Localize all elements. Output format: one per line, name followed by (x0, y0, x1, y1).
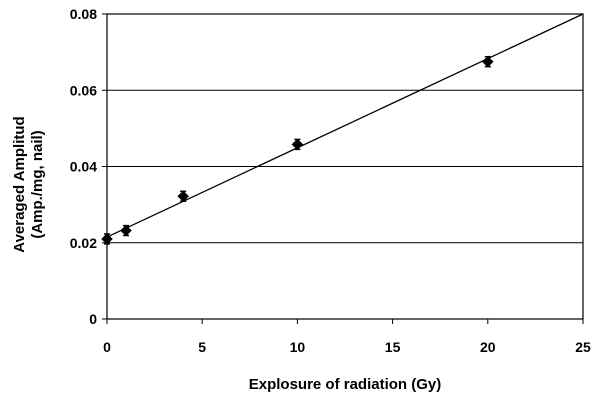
data-point-2 (177, 190, 190, 203)
x-axis-ticks: 0 5 10 15 20 25 (103, 319, 591, 355)
y-axis-title-line2: (Amp./mg, nail) (29, 130, 46, 238)
y-tick-label-2: 0.04 (70, 159, 97, 175)
x-tick-label-4: 20 (480, 339, 496, 355)
data-point-marker-3 (291, 138, 304, 151)
x-tick-label-3: 15 (385, 339, 401, 355)
y-axis-ticks: 0 0.02 0.04 0.06 0.08 (70, 6, 107, 327)
data-point-1 (120, 224, 132, 237)
y-axis-title-line1: Averaged Amplitud (11, 116, 28, 252)
x-axis-title: Explosure of radiation (Gy) (249, 376, 442, 393)
y-tick-label-3: 0.06 (70, 82, 97, 98)
data-point-marker-0 (101, 233, 113, 245)
data-point-marker-2 (177, 190, 190, 203)
trendline (106, 13, 584, 238)
gridlines (107, 89, 583, 244)
y-tick-label-0: 0 (89, 311, 97, 327)
data-points (101, 55, 494, 245)
y-tick-label-1: 0.02 (70, 235, 97, 251)
y-tick-label-4: 0.08 (70, 6, 97, 22)
x-tick-label-1: 5 (198, 339, 206, 355)
data-point-0 (101, 233, 113, 245)
x-tick-label-5: 25 (575, 339, 591, 355)
data-point-4 (481, 55, 494, 68)
data-point-marker-1 (120, 224, 132, 237)
data-point-marker-4 (481, 55, 494, 68)
data-point-3 (291, 138, 304, 151)
x-tick-label-2: 10 (290, 339, 306, 355)
x-tick-label-0: 0 (103, 339, 111, 355)
